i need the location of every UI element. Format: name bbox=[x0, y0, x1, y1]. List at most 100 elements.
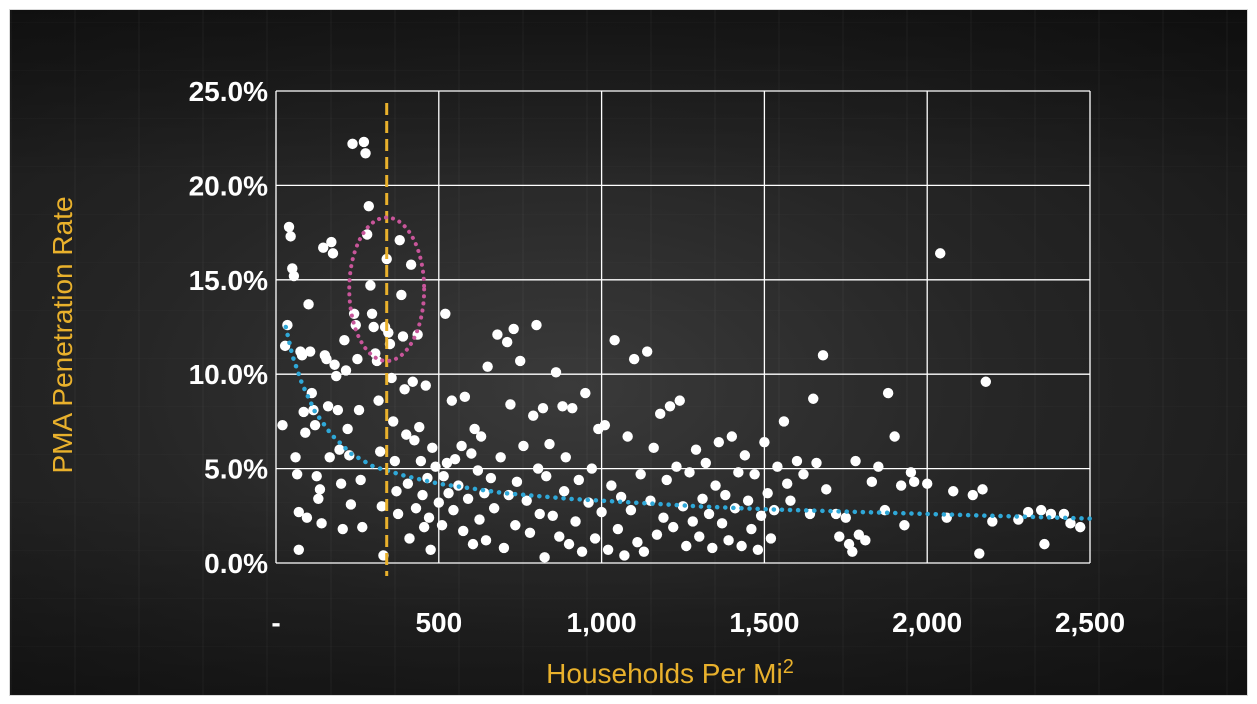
data-point bbox=[765, 533, 777, 544]
data-point bbox=[313, 493, 324, 505]
data-point bbox=[394, 234, 405, 246]
data-point bbox=[420, 380, 431, 391]
data-point bbox=[392, 508, 404, 520]
data-point bbox=[791, 455, 803, 467]
data-point bbox=[339, 335, 350, 346]
data-point bbox=[873, 461, 884, 472]
data-point bbox=[383, 327, 394, 338]
x-tick-label: 1,000 bbox=[567, 607, 637, 638]
data-point bbox=[570, 516, 581, 527]
data-point bbox=[720, 489, 731, 501]
data-point bbox=[596, 506, 607, 518]
data-point bbox=[811, 457, 822, 469]
data-point bbox=[404, 533, 415, 544]
data-point bbox=[1035, 504, 1047, 516]
data-point bbox=[840, 512, 851, 523]
data-point bbox=[736, 540, 747, 552]
data-point bbox=[847, 546, 858, 557]
data-point bbox=[381, 253, 392, 265]
data-point bbox=[690, 444, 702, 455]
data-point bbox=[318, 242, 329, 253]
data-point bbox=[671, 461, 682, 472]
data-point bbox=[521, 495, 532, 506]
data-point bbox=[474, 514, 485, 525]
data-point bbox=[612, 523, 624, 535]
data-point bbox=[648, 442, 659, 454]
data-point bbox=[293, 544, 304, 555]
data-point bbox=[409, 435, 420, 446]
data-point bbox=[334, 444, 345, 455]
data-point bbox=[347, 138, 358, 150]
data-point bbox=[291, 469, 303, 480]
data-point bbox=[373, 395, 384, 406]
data-point bbox=[882, 387, 894, 399]
data-point bbox=[664, 401, 676, 412]
data-point bbox=[697, 493, 708, 505]
data-point bbox=[402, 478, 414, 489]
data-point bbox=[707, 542, 718, 554]
data-point bbox=[440, 308, 451, 319]
data-point bbox=[531, 319, 542, 331]
data-point bbox=[752, 544, 764, 555]
data-point bbox=[322, 401, 334, 412]
data-point bbox=[544, 438, 555, 450]
data-point bbox=[534, 508, 545, 520]
data-point bbox=[340, 365, 352, 376]
data-point bbox=[528, 410, 539, 421]
data-point bbox=[458, 525, 469, 537]
data-point bbox=[889, 431, 900, 442]
data-point bbox=[681, 540, 692, 552]
data-point bbox=[332, 404, 344, 416]
data-point bbox=[277, 419, 288, 431]
y-axis-ticks: 0.0% 5.0% 10.0% 15.0% 20.0% 25.0% bbox=[189, 76, 269, 579]
data-point bbox=[749, 469, 760, 480]
data-point bbox=[480, 535, 492, 546]
data-point bbox=[342, 423, 353, 435]
data-point bbox=[739, 450, 751, 461]
data-point bbox=[661, 474, 672, 486]
data-point bbox=[443, 487, 454, 499]
data-point bbox=[668, 521, 679, 533]
data-point bbox=[505, 399, 516, 410]
x-tick-label: 500 bbox=[415, 607, 462, 638]
data-point bbox=[638, 546, 650, 557]
data-point bbox=[301, 512, 313, 523]
data-point bbox=[427, 442, 438, 454]
data-point bbox=[459, 391, 471, 403]
y-tick-label: 25.0% bbox=[189, 76, 268, 107]
x-axis-title: Households Per Mi2 bbox=[546, 656, 794, 689]
data-point bbox=[357, 521, 368, 533]
data-point bbox=[405, 259, 417, 270]
data-point bbox=[781, 478, 793, 489]
x-axis-ticks: - 500 1,000 1,500 2,000 2,500 bbox=[271, 607, 1125, 638]
data-point bbox=[567, 402, 578, 414]
data-point bbox=[415, 455, 427, 467]
data-point bbox=[388, 416, 399, 427]
data-point bbox=[977, 484, 988, 495]
data-point bbox=[586, 463, 598, 474]
data-point bbox=[821, 484, 832, 495]
data-point bbox=[742, 495, 754, 506]
data-point bbox=[641, 346, 653, 357]
data-point bbox=[488, 503, 500, 514]
data-point bbox=[376, 501, 388, 512]
data-point bbox=[563, 538, 575, 550]
data-point bbox=[922, 478, 933, 489]
data-point bbox=[935, 248, 946, 259]
data-point bbox=[1075, 521, 1086, 533]
data-point bbox=[374, 446, 386, 457]
data-point bbox=[303, 299, 314, 310]
data-point bbox=[508, 323, 519, 335]
data-point bbox=[628, 353, 640, 365]
data-point bbox=[448, 504, 459, 516]
y-axis-title: PMA Penetration Rate bbox=[47, 196, 78, 473]
data-point bbox=[438, 470, 449, 482]
data-point bbox=[785, 495, 796, 506]
data-point bbox=[466, 448, 477, 459]
data-point bbox=[632, 537, 643, 548]
data-point bbox=[410, 503, 422, 514]
data-point bbox=[755, 510, 767, 521]
data-point bbox=[908, 476, 920, 488]
data-point bbox=[475, 431, 487, 442]
data-point bbox=[401, 429, 412, 440]
